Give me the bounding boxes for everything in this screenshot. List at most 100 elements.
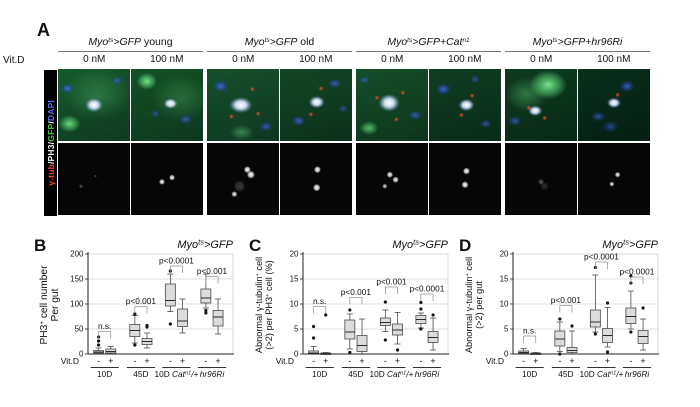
micrograph-gamma-tub-2-0nM [356,142,428,215]
data-point [324,313,328,317]
data-point [419,307,423,311]
micrograph-gamma-tub-1-100nM [280,142,352,215]
dose-symbol: - [133,356,136,366]
dose-label: 0 nM [232,54,255,65]
x-group-label: 10D Catn1/+ [580,369,624,379]
box [625,307,637,324]
y-tick-label: 10 [500,300,509,309]
micrograph-merge-2-100nM [429,69,501,141]
y-tick-label: 15 [290,275,299,284]
panel-d-label: D [459,236,472,255]
y-tick-label: 5 [504,325,509,334]
y-tick-label: 0 [504,350,509,359]
dose-label: 0 nM [530,54,553,65]
x-group-label: 10D [97,369,112,379]
panel-a-groups: Myots>GFP young 0 nM 100 nM Myots>GFP old 0 … [58,36,650,215]
box-group-3: - + p<0.0001 hr96Ri [410,284,445,380]
panel-title: Myots>GFP [177,238,233,252]
box-group-0: - + n.s. 10D [515,326,544,379]
x-group-label: 10D [312,369,327,379]
x-group-label: 10D Catn1/+ [155,369,199,379]
box-group-0: - + n.s. 10D [305,296,334,379]
dose-symbol: + [323,356,328,366]
box-group-3: - + p<0.0001 hr96Ri [620,267,655,380]
panel-title: Myots>GFP [602,238,658,252]
y-tick-label: 20 [500,250,509,259]
box [356,335,368,352]
micrograph-gamma-tub-1-0nM [207,142,279,215]
dose-label: 0 nM [381,54,404,65]
panel-d: D Abnormal γ-tubulin+ cell (>2) per gut -… [455,236,670,406]
micrograph-merge-1-0nM [207,69,279,141]
significance-label: p<0.001 [126,296,157,306]
y-tick-label: 100 [70,300,84,309]
box [589,309,601,328]
significance-label: p<0.0001 [584,252,619,262]
data-point [605,301,610,305]
box [177,308,188,327]
data-point [311,336,316,340]
data-point [593,332,597,336]
micrograph-merge-0-100nM [131,69,203,141]
x-group-label: 10D Catn1/+ [370,369,414,379]
data-point [96,339,101,343]
dose-label: 100 nM [299,54,333,65]
box-group-1: - + p<0.001 45D [551,295,582,379]
micrograph-merge-3-100nM [578,69,650,141]
data-point [629,330,633,334]
x-row-label: Vit.D [61,356,79,366]
x-row-label: Vit.D [486,356,504,366]
y-tick-label: 0 [79,350,84,359]
micrograph-gamma-tub-2-100nM [429,142,501,215]
dose-symbol: - [384,356,387,366]
data-point [558,317,562,321]
panel-a-group-0: Myots>GFP young 0 nM 100 nM [58,36,203,215]
dose-symbol: + [215,356,220,366]
dose-symbol: + [359,356,364,366]
y-tick-label: 20 [290,250,299,259]
data-point [419,300,423,305]
dose-row: 0 nM 100 nM [207,52,352,67]
dose-symbol: + [640,356,645,366]
dose-symbol: + [533,356,538,366]
significance-label: n.s. [313,296,326,306]
y-tick-label: 10 [290,300,299,309]
box [164,283,176,307]
dose-label: 100 nM [150,54,184,65]
significance-label: p<0.001 [376,277,407,287]
data-point [204,308,208,313]
panel-a-group-2: Myots>GFP+Catn1 0 nM 100 nM [356,36,501,215]
significance-label: p<0.0001 [410,284,445,294]
panel-c-label: C [249,236,262,255]
data-point [311,324,316,329]
dose-symbol: - [312,356,315,366]
dose-symbol: - [522,356,525,366]
data-point [570,324,574,328]
x-row-label: Vit.D [276,356,294,366]
panel-c: C Abnormal γ-tubulin+ cell (>2) per PH3+ … [245,236,460,406]
dose-symbol: - [97,356,100,366]
y-tick-label: 150 [70,275,84,284]
panel-a-group-3: Myots>GFP+hr96Ri 0 nM 100 nM [505,36,650,215]
box-group-2: - + p<0.0001 10D Catn1/+ [580,252,624,380]
box-group-2: - + p<0.001 10D Catn1/+ [370,277,414,380]
dose-row: 0 nM 100 nM [505,52,650,67]
panel-b-label: B [34,236,47,255]
data-point [431,313,435,317]
dose-label: 100 nM [597,54,631,65]
y-tick-label: 15 [500,275,509,284]
micrograph-merge-0-0nM [58,69,130,141]
data-point [348,308,352,312]
dose-symbol: - [594,356,597,366]
micrograph-merge-2-0nM [356,69,428,141]
dose-symbol: + [108,356,113,366]
panel-title: Myots>GFP [392,238,448,252]
dose-symbol: + [430,356,435,366]
genotype-title: Myots>GFP+Catn1 [356,36,501,52]
micrograph-grid [58,69,203,215]
y-tick-label: 5 [294,325,299,334]
